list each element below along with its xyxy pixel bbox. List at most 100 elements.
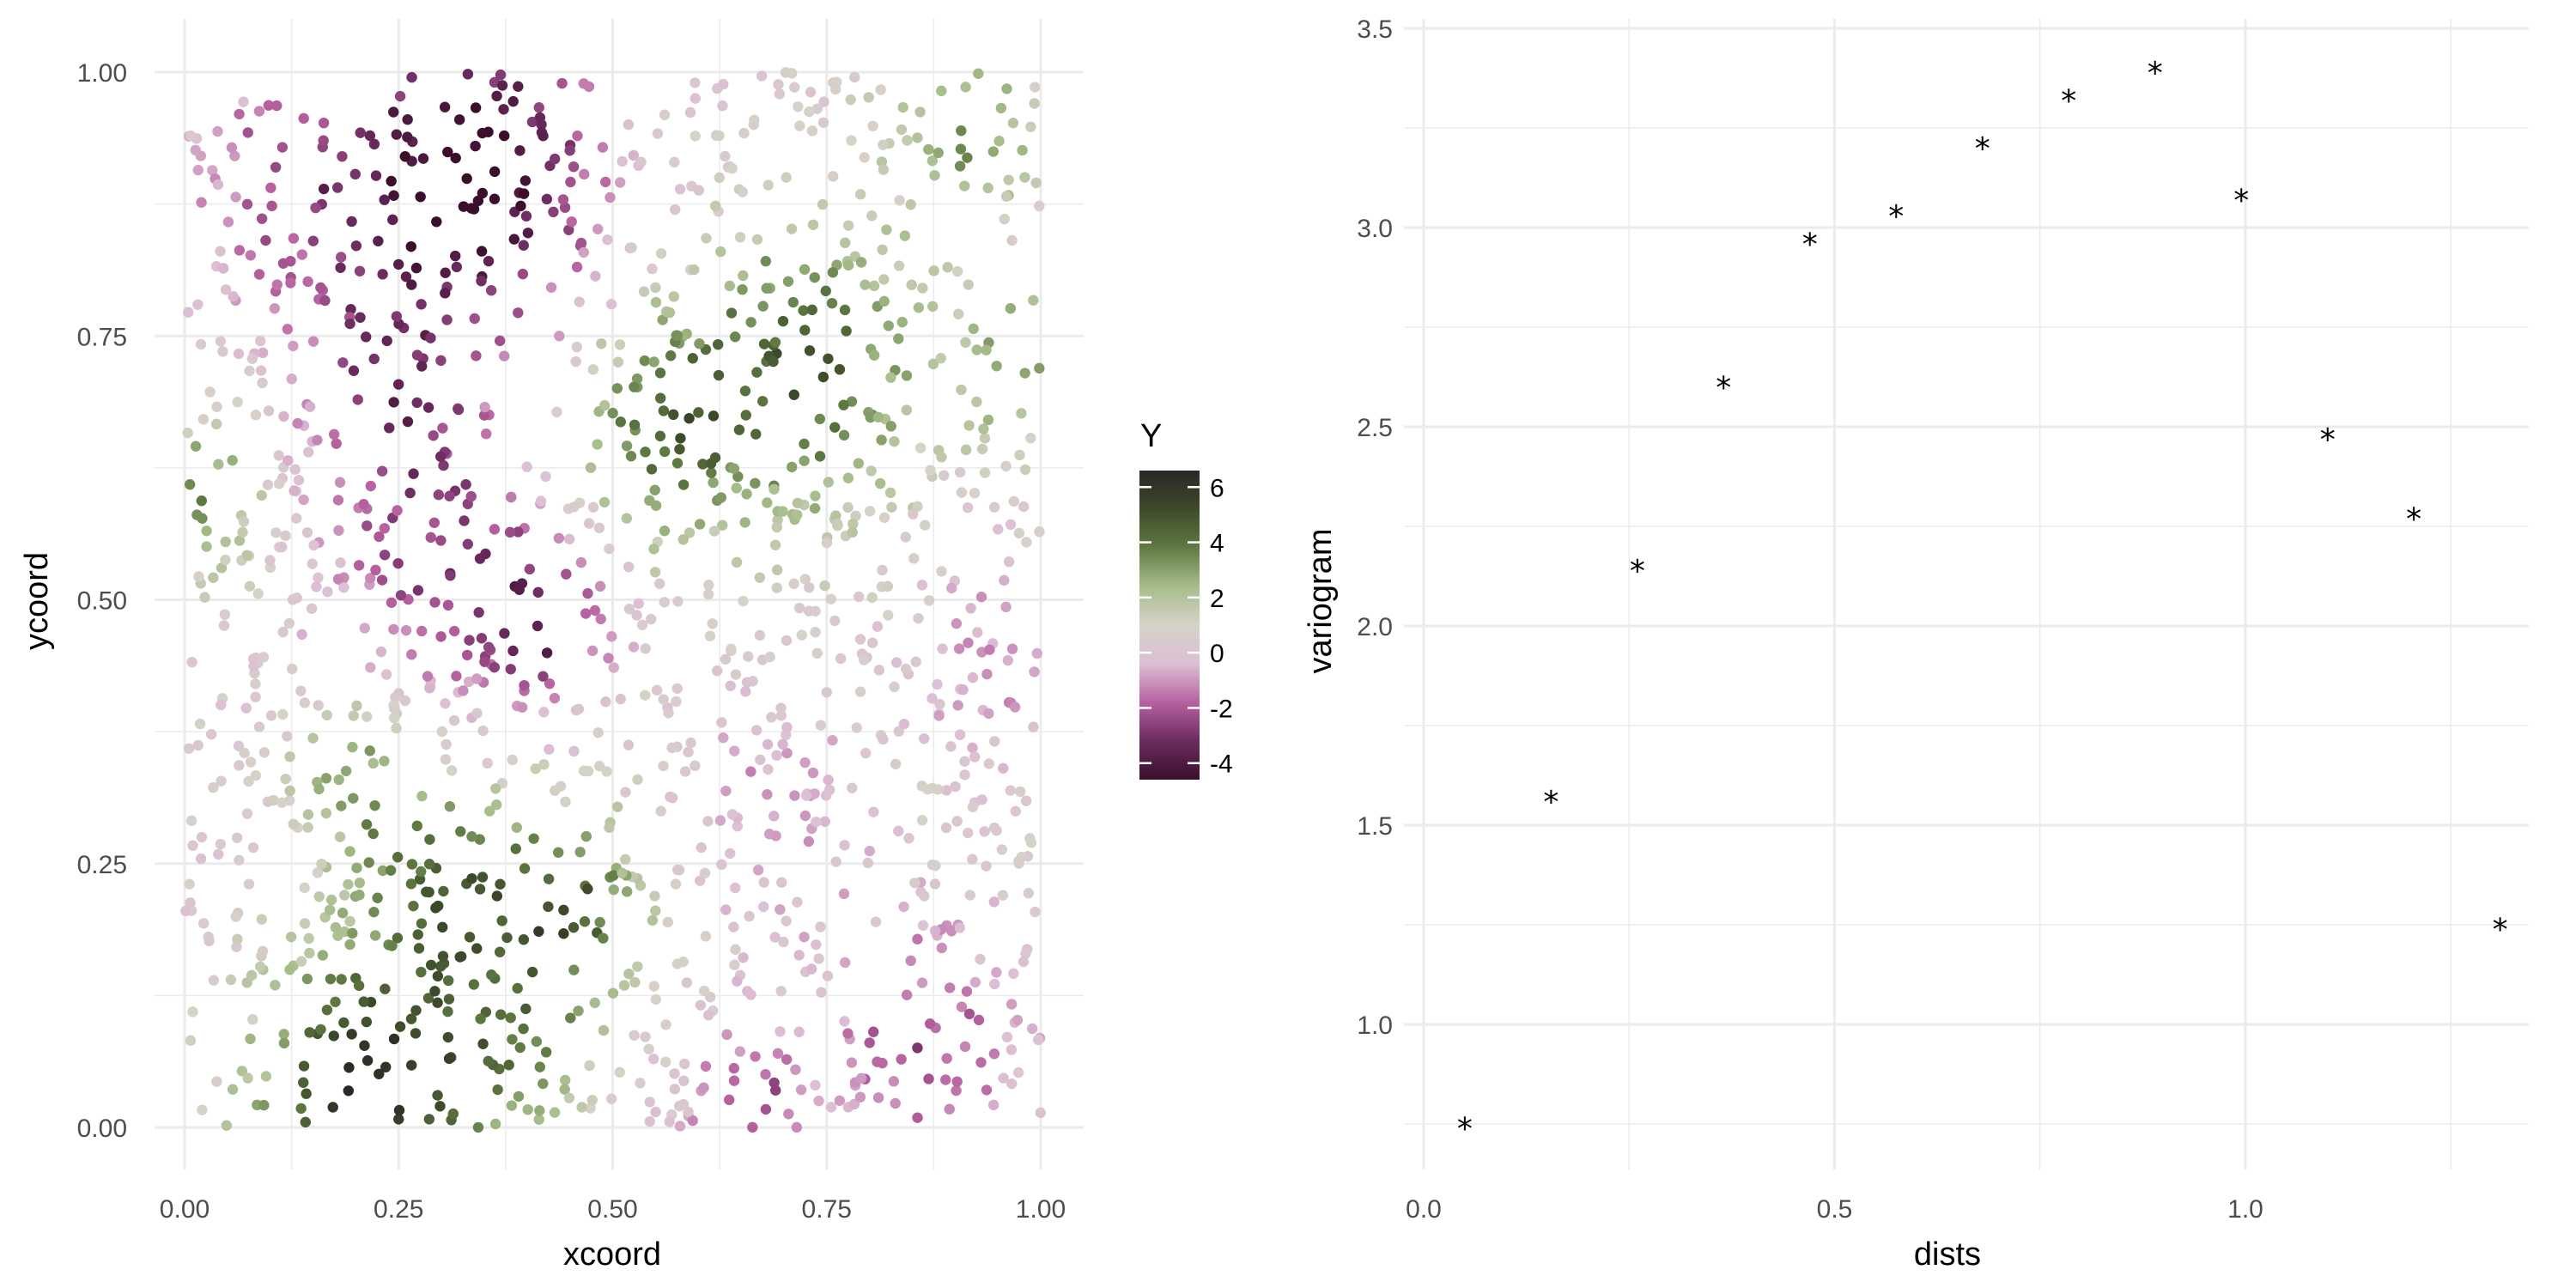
spatial-point	[969, 488, 981, 499]
spatial-point	[307, 235, 319, 246]
spatial-point	[289, 485, 300, 496]
spatial-point	[646, 464, 658, 475]
spatial-point	[477, 1038, 489, 1049]
spatial-point	[335, 252, 347, 263]
spatial-y-axis-title: ycoord	[19, 552, 55, 650]
spatial-x-tick-label: 0.00	[160, 1195, 210, 1224]
spatial-point	[213, 459, 224, 470]
spatial-point	[434, 451, 447, 462]
spatial-point	[465, 203, 477, 214]
spatial-point	[798, 305, 809, 316]
spatial-point	[866, 592, 878, 604]
spatial-point	[828, 171, 839, 182]
spatial-point	[900, 663, 912, 675]
spatial-point	[507, 754, 518, 766]
spatial-point	[622, 886, 633, 897]
spatial-point	[375, 646, 387, 658]
spatial-point	[234, 108, 245, 120]
spatial-point	[650, 296, 662, 308]
spatial-point	[854, 686, 866, 697]
spatial-point	[232, 933, 243, 945]
spatial-point	[940, 1074, 951, 1085]
spatial-point	[868, 280, 880, 292]
spatial-point	[286, 374, 297, 385]
spatial-point	[1005, 785, 1016, 796]
spatial-point	[696, 841, 707, 854]
spatial-point	[278, 1029, 289, 1040]
spatial-point	[1030, 906, 1041, 918]
spatial-point	[669, 1084, 681, 1095]
spatial-point	[935, 353, 946, 364]
variogram-x-axis-title: dists	[1914, 1236, 1981, 1273]
spatial-point	[913, 302, 925, 313]
spatial-point	[197, 918, 210, 929]
spatial-point	[442, 146, 453, 158]
spatial-point	[604, 543, 615, 555]
spatial-point	[1029, 98, 1040, 109]
spatial-point	[614, 1066, 625, 1078]
spatial-point	[544, 677, 556, 690]
spatial-point	[665, 791, 676, 803]
spatial-point	[241, 198, 253, 210]
spatial-point	[451, 261, 463, 273]
spatial-point	[239, 747, 250, 759]
spatial-point	[580, 830, 592, 842]
spatial-point	[960, 82, 971, 93]
spatial-point	[906, 279, 917, 290]
spatial-point	[369, 930, 381, 941]
spatial-point	[313, 572, 324, 583]
spatial-point	[762, 738, 774, 750]
spatial-point	[810, 1079, 821, 1091]
spatial-point	[629, 419, 641, 431]
spatial-point	[999, 213, 1010, 225]
spatial-y-ticks: 0.00 0.25 0.50 0.75 1.00	[77, 59, 127, 1143]
spatial-point	[863, 92, 874, 103]
spatial-point	[899, 230, 911, 241]
spatial-point	[842, 1028, 854, 1039]
spatial-point	[598, 933, 609, 944]
spatial-point	[282, 324, 294, 335]
spatial-point	[332, 574, 344, 585]
spatial-point	[969, 976, 981, 988]
spatial-point	[625, 451, 637, 462]
spatial-point	[809, 788, 820, 799]
spatial-point	[388, 700, 399, 711]
spatial-point	[810, 605, 821, 617]
spatial-point	[782, 276, 794, 287]
spatial-point	[422, 402, 434, 413]
spatial-point	[295, 685, 307, 696]
spatial-point	[714, 130, 725, 142]
spatial-point	[483, 641, 495, 653]
spatial-point	[212, 179, 224, 191]
spatial-point	[631, 373, 643, 385]
spatial-point	[568, 161, 580, 173]
spatial-point	[296, 629, 307, 641]
spatial-point	[607, 987, 619, 999]
spatial-point	[411, 397, 422, 409]
spatial-point	[227, 1084, 239, 1095]
spatial-point	[1013, 527, 1025, 539]
spatial-point	[289, 464, 301, 475]
spatial-point	[981, 344, 992, 355]
spatial-point	[731, 483, 742, 494]
spatial-point	[469, 313, 480, 325]
spatial-point	[277, 258, 289, 269]
spatial-point	[435, 631, 447, 642]
spatial-point	[775, 702, 787, 714]
spatial-point	[830, 856, 841, 867]
spatial-point	[405, 1013, 417, 1024]
spatial-point	[513, 81, 524, 92]
spatial-point	[745, 766, 756, 777]
variogram-grid	[1404, 19, 2529, 1170]
spatial-point	[749, 114, 760, 125]
spatial-point	[344, 846, 355, 857]
spatial-point	[317, 950, 329, 961]
spatial-point	[255, 365, 267, 376]
spatial-point	[256, 213, 268, 224]
spatial-point	[423, 859, 435, 870]
spatial-point	[563, 224, 574, 235]
spatial-point	[253, 106, 265, 117]
spatial-point	[662, 916, 674, 928]
spatial-point	[303, 933, 314, 945]
spatial-point	[278, 1037, 290, 1049]
